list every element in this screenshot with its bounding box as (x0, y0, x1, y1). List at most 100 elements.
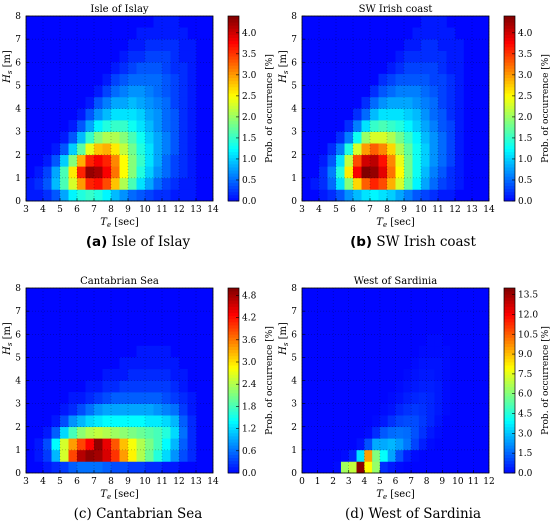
heatmap-cell (370, 108, 379, 121)
colorbar-tick-label: 3.6 (242, 336, 257, 346)
heatmap-cell (170, 85, 180, 98)
heatmap-cell (421, 131, 430, 144)
colorbar-swatch (228, 405, 239, 409)
colorbar-swatch (504, 65, 515, 69)
heatmap-cell (170, 62, 180, 75)
caption-a-label: (a) (85, 234, 108, 250)
heatmap-cell (136, 39, 146, 51)
heatmap-cell (119, 62, 129, 75)
y-tick-label: 0 (15, 469, 21, 479)
heatmap-cell (119, 392, 129, 404)
heatmap-cell (446, 189, 456, 202)
heatmap-cell (170, 154, 180, 167)
y-tick-label: 1 (15, 446, 21, 456)
heatmap-cell (446, 85, 456, 98)
heatmap-cell (187, 415, 197, 428)
heatmap-cell (421, 96, 430, 109)
heatmap-cell (119, 166, 129, 179)
colorbar-swatch (504, 176, 515, 180)
heatmap-cell (387, 449, 396, 462)
heatmap-cell (455, 96, 464, 109)
colorbar-swatch (504, 374, 515, 378)
heatmap-cell (77, 415, 86, 428)
heatmap-cell (179, 39, 188, 51)
colorbar-swatch (228, 439, 239, 443)
y-tick-label: 0 (291, 469, 297, 479)
heatmap-cell (51, 177, 61, 190)
heatmap-cell (446, 96, 456, 109)
heatmap-cell (111, 380, 120, 393)
colorbar-swatch (228, 182, 239, 186)
y-tick-label: 6 (291, 330, 297, 340)
heatmap-cell (145, 461, 154, 474)
x-tick-label: 11 (156, 477, 167, 487)
heatmap-cell (379, 449, 389, 462)
heatmap-cell (395, 62, 405, 75)
heatmap-cell (438, 131, 447, 144)
heatmap-cell (85, 154, 95, 167)
heatmap-cell (128, 403, 137, 416)
heatmap-cell (94, 449, 103, 462)
heatmap-cell (128, 426, 137, 439)
colorbar-swatch (504, 312, 515, 317)
x-tick-label: 4 (361, 477, 367, 487)
colorbar-swatch (228, 343, 239, 347)
heatmap-cell (85, 403, 95, 416)
heatmap-cell (94, 177, 103, 190)
heatmap-cell (412, 39, 422, 51)
colorbar-swatch (228, 28, 239, 32)
chart-title: Isle of Islay (90, 4, 149, 15)
heatmap-cell (179, 62, 188, 75)
heatmap-cell (145, 392, 154, 404)
heatmap-cell (187, 438, 197, 451)
heatmap-cell (34, 438, 44, 451)
colorbar-swatch (228, 167, 239, 171)
colorbar-swatch (504, 53, 515, 57)
heatmap-cell (336, 131, 345, 144)
heatmap-cell (153, 345, 163, 358)
y-tick-label: 2 (15, 151, 21, 161)
colorbar-tick-label: 2.5 (518, 92, 533, 102)
x-axis-label: Te [sec] (376, 217, 415, 229)
colorbar-swatch (504, 423, 515, 428)
heatmap-cell (438, 154, 447, 167)
colorbar-swatch (228, 399, 239, 403)
colorbar-swatch (228, 300, 239, 304)
heatmap-cell (179, 403, 188, 416)
colorbar-swatch (228, 383, 239, 388)
heatmap-cell (111, 415, 120, 428)
heatmap-cell (179, 368, 188, 381)
heatmap-cell (43, 154, 52, 167)
heatmap-cell (361, 108, 371, 121)
x-axis-label: Te [sec] (100, 217, 139, 229)
heatmap-cell (162, 131, 171, 144)
colorbar-swatch (504, 179, 515, 183)
heatmap-cell (94, 154, 103, 167)
heatmap-cell (327, 143, 337, 156)
heatmap-cell (102, 177, 112, 190)
heatmap-cell (438, 108, 447, 121)
heatmap-cell (353, 166, 362, 179)
heatmap-cell (153, 357, 163, 370)
heatmap-cell (344, 166, 354, 179)
colorbar-swatch (504, 457, 515, 462)
x-tick-label: 11 (468, 477, 479, 487)
heatmap-cell (395, 131, 405, 144)
heatmap-cell (60, 177, 69, 190)
heatmap-cell (455, 73, 464, 86)
heatmap-cell (361, 143, 371, 156)
heatmap-cell (395, 415, 404, 428)
heatmap-cell (404, 131, 413, 144)
heatmap-cell (438, 27, 447, 40)
heatmap-cell (170, 368, 180, 381)
colorbar-swatch (504, 93, 515, 97)
colorbar-label: Prob. of occurrence [%] (265, 326, 275, 435)
heatmap-cell (361, 166, 371, 179)
heatmap-cell (136, 461, 146, 474)
colorbar-swatch (504, 68, 515, 72)
heatmap-cell (145, 415, 154, 428)
colorbar-swatch (504, 62, 515, 66)
heatmap-cell (319, 189, 328, 202)
heatmap-cell (94, 380, 103, 393)
heatmap-cell (179, 96, 188, 109)
